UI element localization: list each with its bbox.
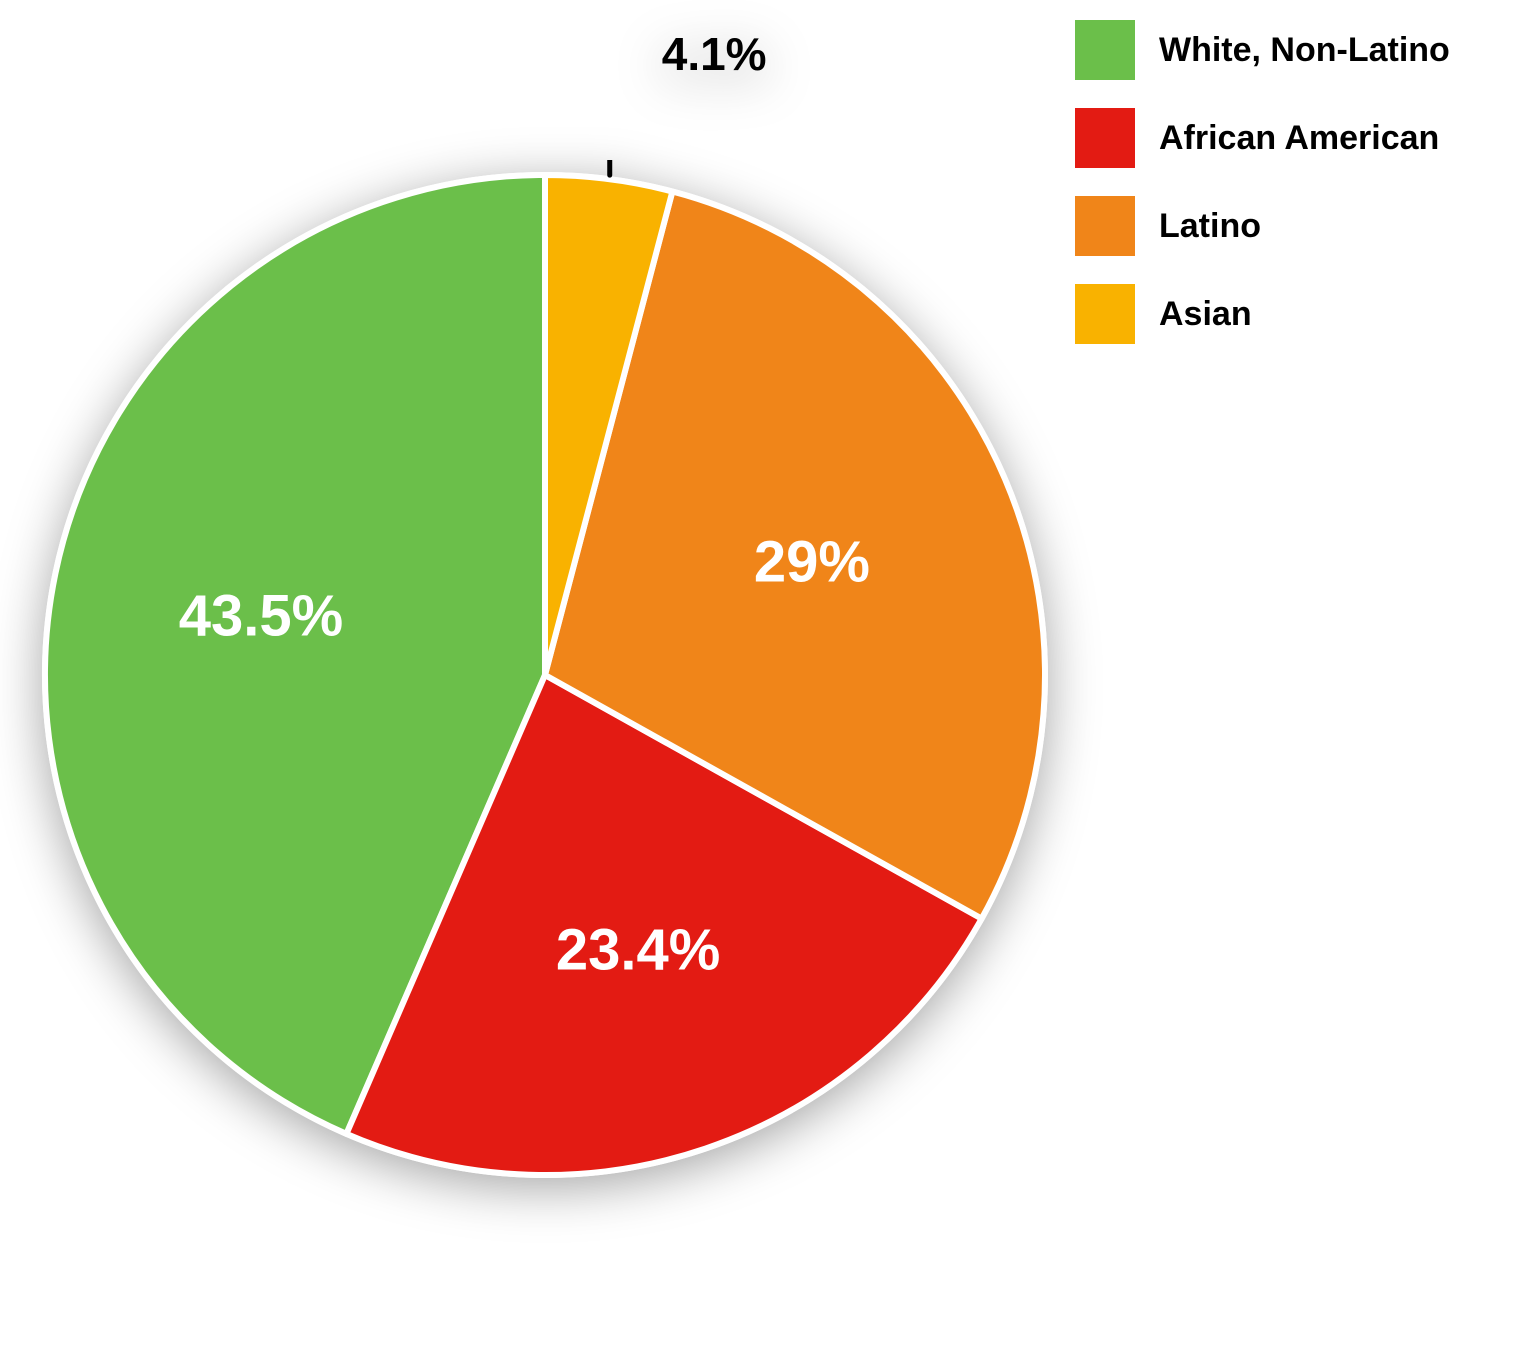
legend: White, Non-Latino African American Latin…	[1075, 20, 1450, 372]
legend-item-latino: Latino	[1075, 196, 1450, 256]
legend-swatch-asian	[1075, 284, 1135, 344]
legend-item-african: African American	[1075, 108, 1450, 168]
legend-item-asian: Asian	[1075, 284, 1450, 344]
legend-swatch-african	[1075, 108, 1135, 168]
pie-chart: 43.5%23.4%29%4.1%	[30, 160, 1060, 1190]
slice-label-asian: 4.1%	[662, 27, 767, 81]
legend-label-african: African American	[1159, 119, 1439, 158]
pie-svg	[30, 160, 1060, 1190]
legend-item-white: White, Non-Latino	[1075, 20, 1450, 80]
callout-line-asian	[610, 160, 650, 175]
slice-label-latino: 29%	[754, 528, 870, 595]
legend-label-white: White, Non-Latino	[1159, 31, 1450, 70]
slice-label-african: 23.4%	[556, 916, 720, 983]
legend-swatch-white	[1075, 20, 1135, 80]
slice-label-white: 43.5%	[179, 583, 343, 650]
legend-swatch-latino	[1075, 196, 1135, 256]
legend-label-asian: Asian	[1159, 295, 1252, 334]
legend-label-latino: Latino	[1159, 207, 1261, 246]
